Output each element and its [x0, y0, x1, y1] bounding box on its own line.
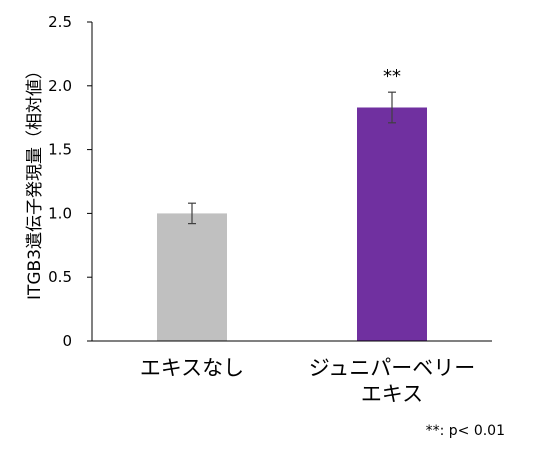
y-ticks-group: 0 0.5 1.0 1.5 2.0 2.5: [48, 13, 92, 350]
y-tick-label: 0: [62, 332, 72, 350]
bar: [157, 213, 227, 341]
y-tick-label: 1.0: [48, 204, 72, 222]
bar: [357, 107, 427, 341]
y-axis-label: ITGB3遺伝子発現量（相対値）: [25, 62, 45, 300]
y-tick-label: 2.0: [48, 77, 72, 95]
y-tick-label: 0.5: [48, 268, 72, 286]
y-tick-label: 1.5: [48, 141, 72, 159]
x-category-label: ジュニパーベリーエキス: [309, 356, 476, 406]
x-category-label: エキスなし: [140, 356, 244, 380]
error-bars-group: [188, 91, 396, 225]
significance-footnote: **: p< 0.01: [426, 423, 505, 439]
bars-group: [157, 107, 427, 341]
x-category-labels: エキスなし ジュニパーベリーエキス: [140, 356, 475, 406]
y-tick-label: 2.5: [48, 13, 72, 31]
significance-annotations: **: [383, 66, 401, 87]
significance-marker: **: [383, 66, 401, 87]
